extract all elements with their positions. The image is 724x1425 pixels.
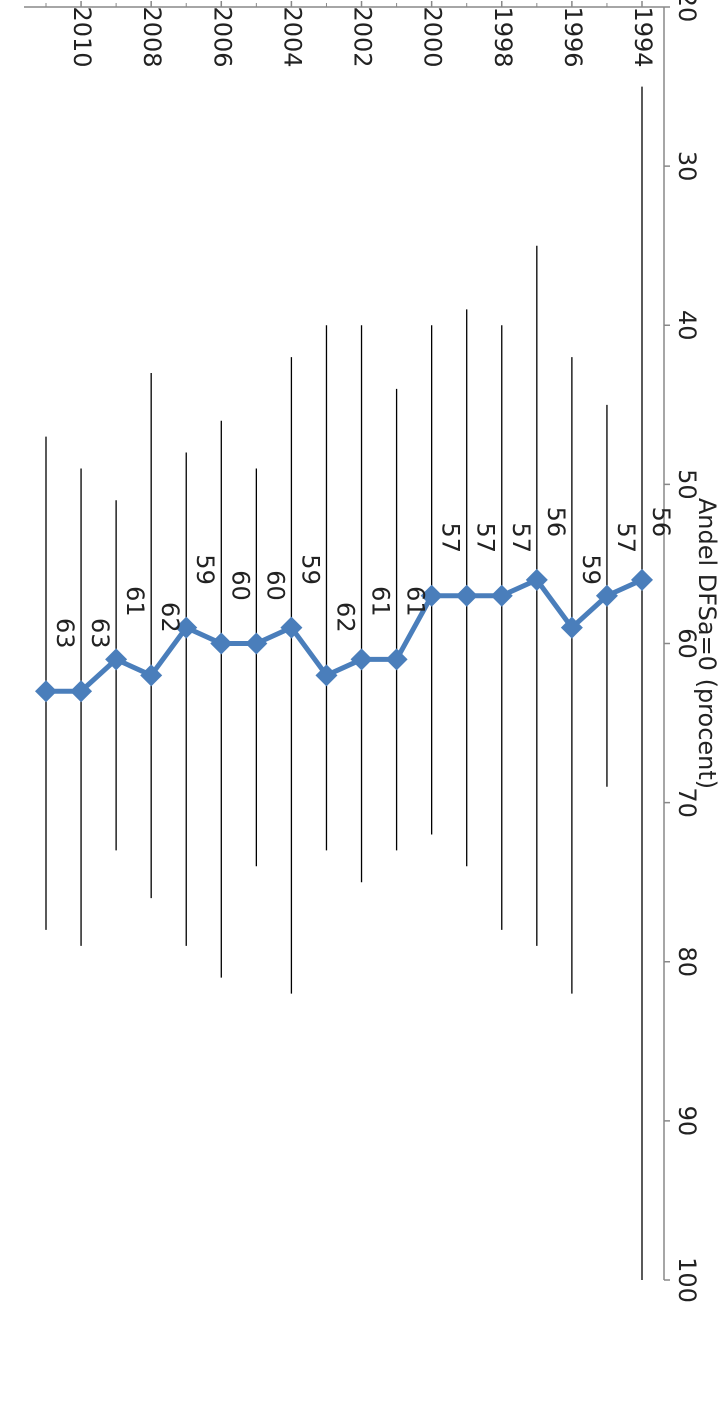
data-point-marker [210, 632, 233, 655]
x-tick-label: 1998 [489, 6, 517, 67]
data-label: 56 [647, 507, 675, 538]
x-tick-label: 2008 [138, 6, 166, 67]
y-tick-label: 80 [673, 946, 701, 977]
data-label: 59 [191, 554, 219, 585]
data-point-marker [350, 648, 373, 671]
data-point-marker [35, 680, 57, 703]
x-tick-label: 1996 [559, 6, 587, 67]
data-point-marker [490, 584, 513, 607]
y-tick-label: 50 [673, 469, 701, 500]
y-tick-label: 100 [673, 1257, 701, 1303]
data-label: 62 [331, 602, 359, 633]
data-label: 57 [612, 522, 640, 553]
x-tick-label: 2004 [278, 6, 306, 67]
y-tick-label: 90 [673, 1106, 701, 1137]
y-tick-label: 70 [673, 787, 701, 818]
data-point-marker [175, 616, 198, 639]
y-tick-label: 60 [673, 628, 701, 659]
data-point-marker [70, 680, 93, 703]
data-point-marker [245, 632, 268, 655]
data-label: 57 [437, 522, 465, 553]
data-label: 59 [577, 554, 605, 585]
markers [35, 568, 653, 703]
data-point-marker [385, 648, 408, 671]
y-tick-label: 20 [673, 0, 701, 22]
y-tick-label: 30 [673, 151, 701, 182]
x-tick-label: 2002 [349, 6, 377, 67]
axes [24, 1, 670, 1281]
y-tick-label: 40 [673, 310, 701, 341]
tick-labels: 20 30 40 50 60 70 80 90 100 1994 1996 1998 2000 2002 2… [68, 0, 701, 1303]
x-tick-label: 2010 [68, 6, 96, 67]
data-label: 59 [296, 554, 324, 585]
data-label: 61 [367, 586, 395, 617]
data-label: 62 [156, 602, 184, 633]
data-point-marker [631, 568, 653, 591]
data-point-marker [315, 664, 338, 687]
data-point-marker [595, 584, 618, 607]
x-tick-label: 1994 [629, 6, 657, 67]
data-point-marker [420, 584, 443, 607]
data-label: 57 [472, 522, 500, 553]
data-label: 61 [121, 586, 149, 617]
data-point-marker [105, 648, 128, 671]
data-label: 60 [226, 570, 254, 601]
data-point-marker [525, 568, 548, 591]
data-label: 56 [542, 507, 570, 538]
y-axis-title: Andel DFSa=0 (procent) [693, 498, 721, 789]
data-point-marker [560, 616, 583, 639]
data-label: 60 [261, 570, 289, 601]
data-label: 61 [402, 586, 430, 617]
data-label: 63 [51, 618, 79, 649]
data-label: 57 [507, 522, 535, 553]
x-tick-label: 2006 [208, 6, 236, 67]
data-point-marker [455, 584, 478, 607]
data-point-marker [140, 664, 163, 687]
data-label: 63 [86, 618, 114, 649]
data-point-marker [280, 616, 303, 639]
x-tick-label: 2000 [419, 6, 447, 67]
